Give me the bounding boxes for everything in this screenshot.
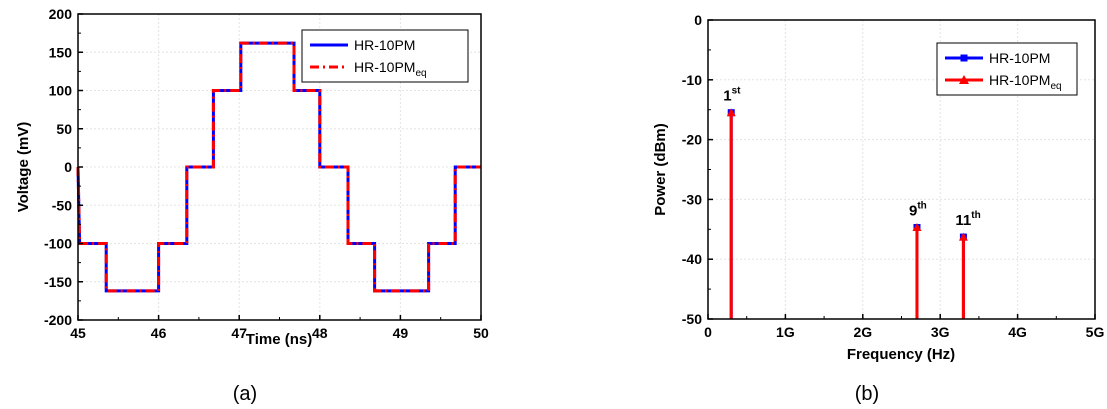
harmonic-ordinal-suffix: th xyxy=(971,210,980,221)
x-tick-label: 2G xyxy=(853,324,872,340)
y-tick-label: 0 xyxy=(694,12,702,28)
y-tick-label: 50 xyxy=(56,121,72,137)
legend-label: HR-10PM xyxy=(989,50,1050,66)
series-line-0 xyxy=(76,41,481,293)
data-point-triangle xyxy=(958,232,968,241)
chart-panel-a: 45 46 47 48 49 50 200 150 100 50 0 -50 -100 -150 -200 T… xyxy=(15,6,489,405)
legend-series-subscript: eq xyxy=(1050,81,1061,92)
y-tick-label: 200 xyxy=(49,6,73,22)
harmonic-label: 11th xyxy=(955,210,980,229)
x-tick-label: 48 xyxy=(312,325,328,341)
legend-series-name: HR-10PM xyxy=(354,37,415,53)
y-axis-title: Voltage (mV) xyxy=(15,122,32,213)
x-tick-label: 5G xyxy=(1086,324,1105,340)
x-tick-label: 47 xyxy=(231,325,247,341)
x-axis-title: Frequency (Hz) xyxy=(847,346,955,363)
y-axis-title: Power (dBm) xyxy=(652,123,669,216)
legend-marker-square xyxy=(960,54,968,62)
harmonic-ordinal-suffix: th xyxy=(917,201,926,212)
legend-series-name: HR-10PM xyxy=(989,72,1050,88)
y-tick-label: -40 xyxy=(682,251,702,267)
y-tick-label: -100 xyxy=(44,236,72,252)
legend-marker-triangle xyxy=(959,75,969,84)
legend-box xyxy=(936,42,1078,96)
panel-caption: (b) xyxy=(855,383,879,405)
x-tick-label: 50 xyxy=(473,325,489,341)
x-tick-label: 3G xyxy=(931,324,950,340)
x-tick-label: 4G xyxy=(1008,324,1027,340)
y-tick-label: -50 xyxy=(52,197,72,213)
y-tick-label: -10 xyxy=(682,72,702,88)
harmonic-number: 11 xyxy=(955,212,971,229)
legend-series-name: HR-10PM xyxy=(354,59,415,75)
legend-box xyxy=(301,29,469,83)
legend-series-name: HR-10PM xyxy=(989,50,1050,66)
legend-label: HR-10PMeq xyxy=(354,59,427,79)
y-tick-label: 0 xyxy=(64,159,72,175)
harmonic-number: 1 xyxy=(723,88,731,105)
x-tick-label: 49 xyxy=(393,325,409,341)
x-tick-label: 45 xyxy=(70,325,86,341)
y-tick-label: 100 xyxy=(49,83,73,99)
y-tick-label: -50 xyxy=(682,311,702,327)
y-tick-label: 150 xyxy=(49,44,73,60)
x-tick-label: 1G xyxy=(776,324,795,340)
legend-label: HR-10PMeq xyxy=(989,72,1062,92)
data-point-triangle xyxy=(726,108,736,117)
harmonic-label: 9th xyxy=(909,201,927,220)
legend-series-subscript: eq xyxy=(415,68,426,79)
harmonic-label: 1st xyxy=(723,86,741,105)
panel-caption: (a) xyxy=(233,383,257,405)
y-tick-label: -20 xyxy=(682,132,702,148)
harmonic-number: 9 xyxy=(909,203,917,220)
y-tick-label: -30 xyxy=(682,191,702,207)
x-tick-label: 46 xyxy=(151,325,167,341)
y-tick-label: -200 xyxy=(44,312,72,328)
x-tick-label: 0 xyxy=(704,324,712,340)
harmonic-ordinal-suffix: st xyxy=(732,86,742,97)
data-point-triangle xyxy=(912,223,922,232)
y-tick-label: -150 xyxy=(44,274,72,290)
x-axis-title: Time (ns) xyxy=(246,331,312,348)
legend-label: HR-10PM xyxy=(354,37,415,53)
